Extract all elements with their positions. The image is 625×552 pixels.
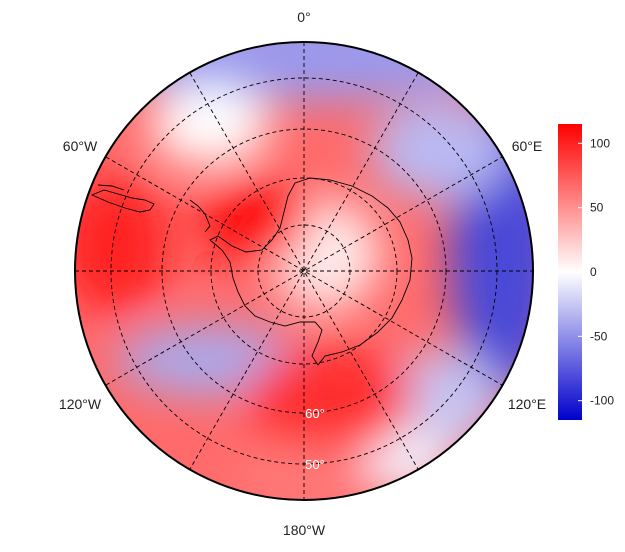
lon-label-0: 0° [297, 9, 310, 25]
coastline [90, 177, 413, 366]
colorbar-tick-label: 50 [590, 201, 604, 215]
lon-label-120e: 120°E [508, 396, 546, 412]
lon-label-180w: 180°W [283, 522, 326, 538]
lon-label-60e: 60°E [512, 138, 543, 154]
colorbar-tick-label: 0 [590, 265, 597, 279]
lon-label-60w: 60°W [63, 138, 98, 154]
colorbar-tick-label: -100 [590, 394, 614, 408]
lat-label-50: 50° [305, 457, 325, 472]
colorbar-tick-label: 100 [590, 136, 610, 150]
anomaly-field [75, 42, 533, 500]
lon-label-120w: 120°W [59, 396, 102, 412]
lat-label-60: 60° [305, 406, 325, 421]
map-border [74, 41, 534, 501]
graticule [75, 42, 533, 500]
colorbar-tick-label: -50 [590, 329, 608, 343]
colorbar: 100 50 0 -50 -100 [558, 124, 614, 420]
